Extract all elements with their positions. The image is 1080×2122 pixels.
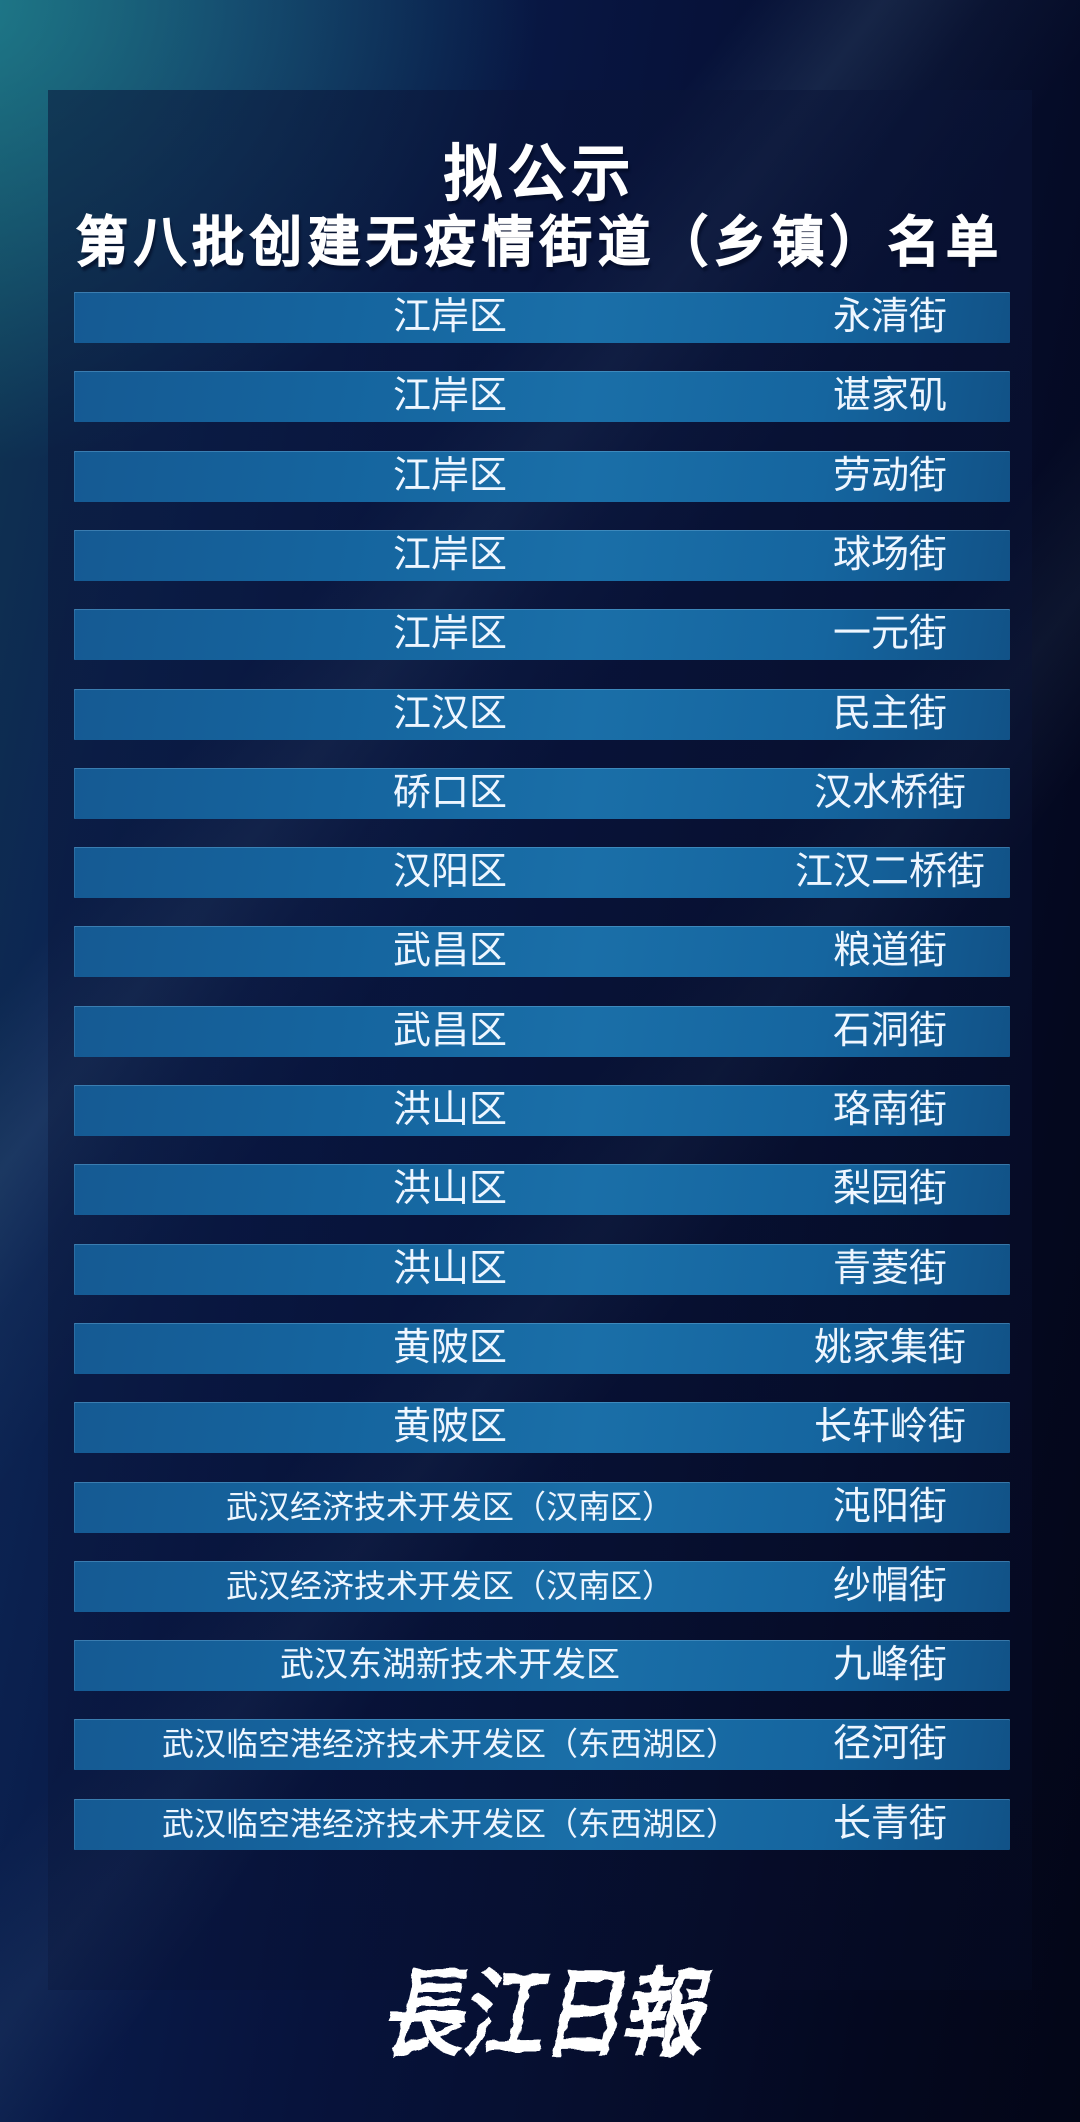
svg-text:長江日報: 長江日報: [380, 1963, 713, 2070]
